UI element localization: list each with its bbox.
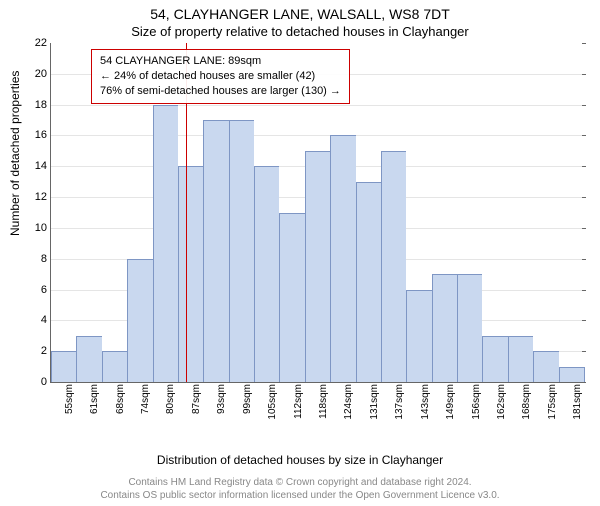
x-tick-label: 112sqm <box>293 384 304 419</box>
x-tick-label: 149sqm <box>445 384 456 420</box>
x-tick-label: 105sqm <box>267 384 278 420</box>
y-tick-label: 14 <box>35 160 51 172</box>
bar <box>533 351 558 382</box>
footer-line-2: Contains OS public sector information li… <box>0 490 600 503</box>
bar <box>127 259 152 382</box>
footer-line-1: Contains HM Land Registry data © Crown c… <box>0 477 600 490</box>
page-subtitle: Size of property relative to detached ho… <box>0 24 600 39</box>
y-tick-label: 4 <box>41 314 51 326</box>
annotation-line: ← 24% of detached houses are smaller (42… <box>100 69 341 84</box>
bar <box>330 135 355 382</box>
x-tick-label: 118sqm <box>318 384 329 419</box>
x-ticks-group: 55sqm 61sqm 68sqm 74sqm 80sqm 87sqm 93sqm 99sqm… <box>51 382 585 412</box>
bar <box>508 336 533 382</box>
y-tick-label: 6 <box>41 284 51 296</box>
y-tick-label: 16 <box>35 129 51 141</box>
y-axis-label: Number of detached properties <box>8 71 22 236</box>
footer: Contains HM Land Registry data © Crown c… <box>0 477 600 502</box>
page-title: 54, CLAYHANGER LANE, WALSALL, WS8 7DT <box>0 6 600 22</box>
bar <box>432 274 457 382</box>
y-tick-label: 18 <box>35 99 51 111</box>
bar <box>254 166 279 382</box>
y-tick-label: 10 <box>35 222 51 234</box>
x-tick-label: 80sqm <box>165 384 176 414</box>
x-tick-label: 143sqm <box>420 384 431 420</box>
x-tick-label: 175sqm <box>547 384 558 420</box>
x-tick-label: 162sqm <box>496 384 507 420</box>
x-tick-label: 156sqm <box>471 384 482 420</box>
chart-container: 55sqm 61sqm 68sqm 74sqm 80sqm 87sqm 93sqm 99sqm… <box>50 43 585 413</box>
x-tick-label: 137sqm <box>394 384 405 420</box>
annotation-line: 76% of semi-detached houses are larger (… <box>100 84 341 99</box>
y-tick-label: 0 <box>41 376 51 388</box>
bar <box>76 336 101 382</box>
bar <box>482 336 507 382</box>
bar <box>178 166 203 382</box>
y-tick-label: 8 <box>41 253 51 265</box>
bar <box>457 274 482 382</box>
histogram: 55sqm61sqm68sqm74sqm80sqm87sqm93sqm99sqm… <box>50 43 585 383</box>
bar <box>559 367 585 382</box>
x-tick-label: 61sqm <box>89 384 100 414</box>
x-tick-label: 168sqm <box>521 384 532 420</box>
x-tick-label: 99sqm <box>242 384 253 414</box>
x-tick-label: 74sqm <box>140 384 151 414</box>
y-tick-mark <box>582 382 586 383</box>
x-axis-label: Distribution of detached houses by size … <box>0 453 600 467</box>
x-tick-label: 55sqm <box>64 384 75 414</box>
bar <box>229 120 254 382</box>
x-tick-label: 181sqm <box>572 384 583 420</box>
bar <box>381 151 406 382</box>
x-tick-label: 93sqm <box>216 384 227 414</box>
y-tick-label: 2 <box>41 345 51 357</box>
bar <box>102 351 127 382</box>
x-tick-label: 87sqm <box>191 384 202 414</box>
bar <box>406 290 431 382</box>
bar <box>51 351 76 382</box>
bar <box>279 213 304 383</box>
x-tick-label: 124sqm <box>343 384 354 420</box>
y-tick-label: 12 <box>35 191 51 203</box>
x-tick-label: 68sqm <box>115 384 126 414</box>
x-tick-label: 131sqm <box>369 384 380 420</box>
y-tick-label: 20 <box>35 68 51 80</box>
annotation-box: 54 CLAYHANGER LANE: 89sqm← 24% of detach… <box>91 49 350 104</box>
bar <box>203 120 228 382</box>
bar <box>356 182 381 382</box>
annotation-line: 54 CLAYHANGER LANE: 89sqm <box>100 54 341 69</box>
y-tick-label: 22 <box>35 37 51 49</box>
bar <box>153 105 178 382</box>
bar <box>305 151 330 382</box>
